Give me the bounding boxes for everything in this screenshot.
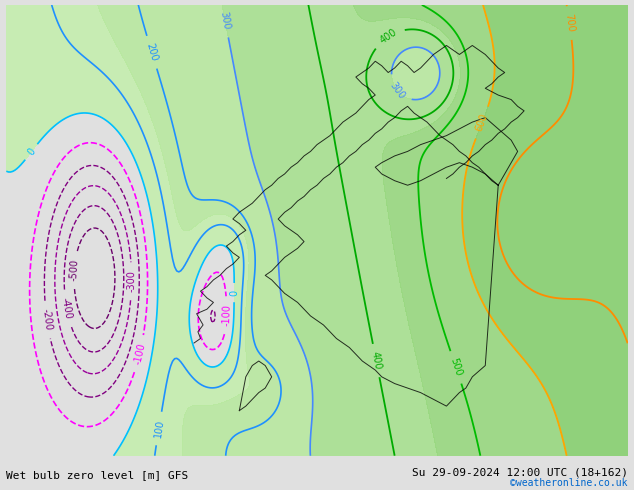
Text: ©weatheronline.co.uk: ©weatheronline.co.uk [510, 478, 628, 488]
Text: 300: 300 [387, 80, 406, 100]
Text: 300: 300 [219, 11, 231, 31]
Text: Su 29-09-2024 12:00 UTC (18+162): Su 29-09-2024 12:00 UTC (18+162) [411, 468, 628, 478]
Text: -300: -300 [126, 270, 137, 292]
Text: 100: 100 [153, 418, 165, 439]
Text: 600: 600 [474, 112, 490, 133]
Text: 400: 400 [370, 351, 383, 370]
Text: -400: -400 [60, 297, 74, 320]
Text: 500: 500 [448, 357, 463, 378]
Text: 700: 700 [563, 13, 576, 33]
Text: Wet bulb zero level [m] GFS: Wet bulb zero level [m] GFS [6, 470, 188, 480]
Text: 200: 200 [145, 42, 159, 63]
Text: 400: 400 [378, 27, 399, 46]
Text: 0: 0 [25, 147, 37, 157]
Text: -100: -100 [221, 304, 232, 326]
Text: -500: -500 [68, 259, 80, 281]
Text: -200: -200 [41, 308, 53, 331]
Text: -100: -100 [133, 342, 147, 366]
Text: 0: 0 [229, 290, 239, 295]
